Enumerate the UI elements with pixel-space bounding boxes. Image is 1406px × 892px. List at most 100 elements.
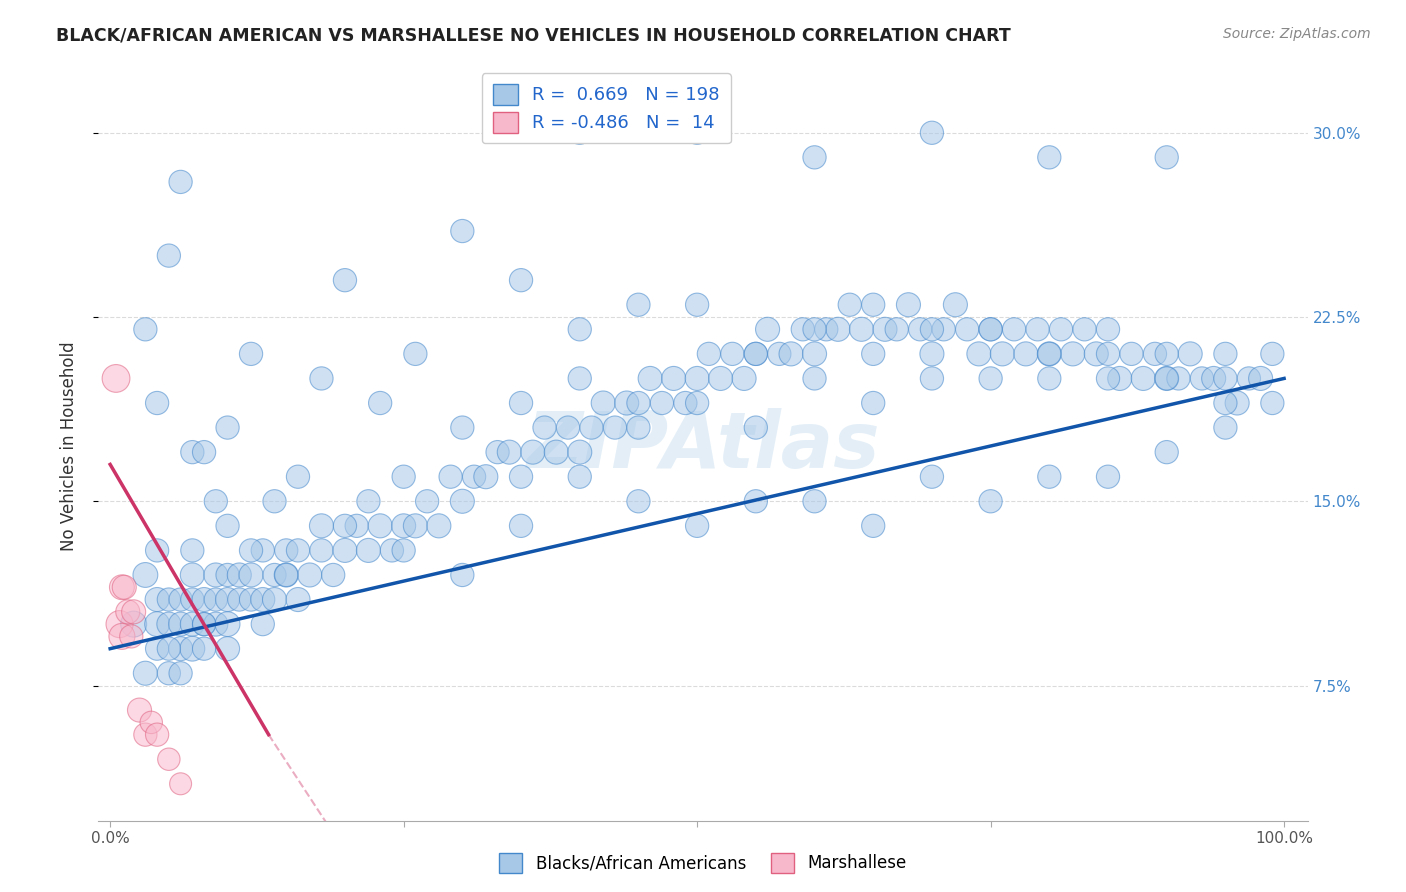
Point [204,617,226,632]
Point [263,592,285,607]
Point [217,641,239,656]
Text: ZIPAtlas: ZIPAtlas [526,408,880,484]
Point [240,347,263,361]
Point [392,543,415,558]
Point [1261,347,1284,361]
Point [803,494,825,508]
Point [522,445,544,459]
Point [228,592,250,607]
Point [404,347,426,361]
Point [908,322,931,336]
Point [217,519,239,533]
Point [193,617,215,632]
Point [1180,347,1202,361]
Point [157,641,180,656]
Point [204,568,226,582]
Point [1156,371,1178,385]
Point [1156,371,1178,385]
Point [557,420,579,434]
Point [568,445,591,459]
Legend: Blacks/African Americans, Marshallese: Blacks/African Americans, Marshallese [492,847,914,880]
Point [122,617,145,632]
Point [228,568,250,582]
Point [686,298,709,312]
Point [128,703,150,717]
Point [803,322,825,336]
Point [510,519,533,533]
Point [263,494,285,508]
Point [1038,469,1060,483]
Point [108,617,131,632]
Point [980,494,1002,508]
Point [181,592,204,607]
Point [169,592,191,607]
Point [240,592,263,607]
Point [603,420,626,434]
Point [980,322,1002,336]
Point [311,519,333,533]
Point [240,568,263,582]
Point [333,543,356,558]
Point [745,420,768,434]
Point [1143,347,1166,361]
Point [298,568,321,582]
Point [169,617,191,632]
Point [120,629,142,643]
Point [862,519,884,533]
Point [169,666,191,681]
Point [146,396,169,410]
Point [627,494,650,508]
Point [1050,322,1073,336]
Point [157,592,180,607]
Point [662,371,685,385]
Point [1156,150,1178,164]
Point [780,347,803,361]
Point [862,347,884,361]
Point [357,543,380,558]
Point [157,752,180,766]
Point [146,728,169,742]
Text: BLACK/AFRICAN AMERICAN VS MARSHALLESE NO VEHICLES IN HOUSEHOLD CORRELATION CHART: BLACK/AFRICAN AMERICAN VS MARSHALLESE NO… [56,27,1011,45]
Point [169,777,191,791]
Point [991,347,1014,361]
Point [1191,371,1213,385]
Point [745,347,768,361]
Point [627,396,650,410]
Point [956,322,979,336]
Point [311,371,333,385]
Point [146,592,169,607]
Point [146,617,169,632]
Point [217,617,239,632]
Point [112,580,135,594]
Point [346,519,368,533]
Point [745,347,768,361]
Point [111,629,134,643]
Point [322,568,344,582]
Point [921,126,943,140]
Point [217,568,239,582]
Point [181,641,204,656]
Point [122,605,145,619]
Point [945,298,967,312]
Point [756,322,779,336]
Point [697,347,720,361]
Point [592,396,614,410]
Point [498,445,520,459]
Point [1156,347,1178,361]
Point [980,322,1002,336]
Point [392,519,415,533]
Point [134,568,156,582]
Point [204,494,226,508]
Point [451,224,474,238]
Point [368,519,391,533]
Point [240,543,263,558]
Point [451,494,474,508]
Point [252,617,274,632]
Point [287,592,309,607]
Point [1085,347,1108,361]
Point [510,396,533,410]
Point [1002,322,1025,336]
Point [1167,371,1189,385]
Point [838,298,860,312]
Point [803,371,825,385]
